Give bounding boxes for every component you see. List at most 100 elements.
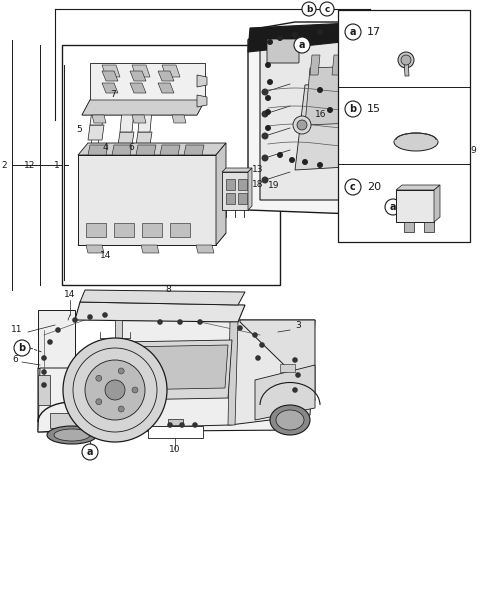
Circle shape — [362, 35, 368, 41]
Polygon shape — [141, 245, 159, 253]
Polygon shape — [158, 71, 174, 81]
Polygon shape — [102, 65, 120, 77]
Polygon shape — [115, 320, 122, 428]
Polygon shape — [172, 115, 186, 123]
Circle shape — [265, 125, 271, 131]
Circle shape — [132, 387, 138, 393]
Polygon shape — [222, 172, 248, 210]
Polygon shape — [38, 310, 75, 368]
Circle shape — [255, 355, 261, 361]
Polygon shape — [310, 55, 320, 75]
Text: 14: 14 — [64, 290, 76, 299]
Polygon shape — [248, 22, 370, 52]
Text: 6: 6 — [12, 355, 18, 364]
Polygon shape — [138, 110, 152, 132]
Text: 16: 16 — [315, 110, 326, 119]
Circle shape — [41, 355, 47, 361]
Circle shape — [262, 88, 268, 95]
Circle shape — [295, 372, 301, 378]
Polygon shape — [162, 65, 180, 77]
Circle shape — [345, 179, 361, 195]
Circle shape — [265, 95, 271, 101]
Circle shape — [347, 147, 353, 153]
Text: 20: 20 — [367, 182, 381, 192]
Circle shape — [342, 97, 348, 103]
Polygon shape — [260, 28, 440, 200]
Text: 6: 6 — [128, 143, 134, 152]
Polygon shape — [78, 143, 226, 155]
Polygon shape — [80, 290, 245, 305]
Circle shape — [47, 339, 53, 345]
Circle shape — [372, 127, 378, 133]
Circle shape — [385, 199, 401, 215]
Text: 4: 4 — [102, 143, 108, 152]
Polygon shape — [132, 115, 146, 123]
Polygon shape — [332, 55, 342, 75]
Text: 11: 11 — [11, 325, 22, 334]
Circle shape — [262, 176, 268, 184]
Text: b: b — [349, 104, 357, 114]
Polygon shape — [102, 71, 118, 81]
Polygon shape — [230, 320, 315, 425]
Circle shape — [417, 135, 423, 141]
Circle shape — [87, 314, 93, 320]
Circle shape — [85, 360, 145, 420]
Circle shape — [55, 327, 61, 333]
Circle shape — [177, 319, 183, 325]
Circle shape — [267, 39, 273, 45]
Circle shape — [277, 152, 283, 158]
Polygon shape — [120, 340, 232, 400]
Polygon shape — [222, 168, 252, 172]
Text: 13: 13 — [252, 165, 264, 174]
Text: 10: 10 — [169, 445, 181, 454]
Polygon shape — [255, 365, 315, 420]
Text: 2: 2 — [1, 160, 7, 169]
Circle shape — [317, 162, 323, 168]
Bar — [142, 223, 162, 237]
Polygon shape — [38, 368, 315, 432]
Circle shape — [197, 319, 203, 325]
Bar — [238, 179, 247, 190]
Circle shape — [252, 332, 258, 338]
Circle shape — [289, 157, 295, 163]
Circle shape — [82, 444, 98, 460]
Polygon shape — [115, 320, 232, 428]
Text: c: c — [350, 182, 356, 192]
Polygon shape — [82, 100, 205, 115]
Circle shape — [432, 69, 438, 75]
Bar — [170, 223, 190, 237]
Polygon shape — [130, 71, 146, 81]
Circle shape — [294, 37, 310, 53]
Circle shape — [96, 399, 102, 405]
Circle shape — [425, 152, 431, 158]
Circle shape — [265, 62, 271, 68]
Circle shape — [292, 387, 298, 393]
Polygon shape — [305, 65, 385, 125]
Circle shape — [41, 382, 47, 388]
Ellipse shape — [394, 133, 438, 151]
Circle shape — [262, 133, 268, 139]
Polygon shape — [404, 60, 409, 76]
Circle shape — [317, 87, 323, 93]
Polygon shape — [228, 322, 238, 425]
Circle shape — [63, 338, 167, 442]
Circle shape — [118, 368, 124, 374]
Circle shape — [327, 107, 333, 113]
Polygon shape — [38, 368, 118, 432]
Polygon shape — [112, 145, 132, 155]
Polygon shape — [197, 75, 207, 87]
Polygon shape — [88, 125, 104, 140]
Bar — [114, 223, 134, 237]
Polygon shape — [118, 132, 134, 145]
Polygon shape — [120, 110, 134, 132]
Polygon shape — [248, 22, 468, 215]
Polygon shape — [434, 185, 440, 222]
Circle shape — [401, 55, 411, 65]
Text: 8: 8 — [165, 285, 171, 294]
Circle shape — [422, 57, 428, 63]
Polygon shape — [420, 190, 468, 215]
Polygon shape — [136, 132, 152, 145]
Circle shape — [192, 422, 198, 428]
Polygon shape — [130, 83, 146, 93]
Circle shape — [387, 39, 393, 45]
